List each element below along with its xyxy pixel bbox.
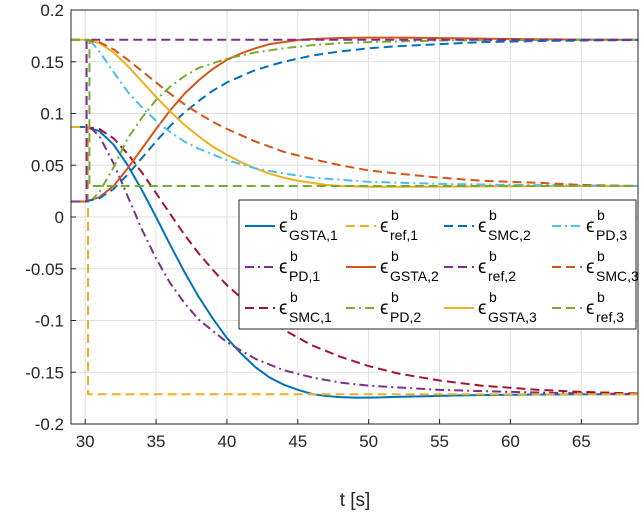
y-tick-label: 0.1 (40, 105, 64, 124)
legend-item-gsta1: ϵb GSTA,1 (245, 207, 338, 243)
legend-item-gsta2: ϵb GSTA,2 (346, 248, 439, 284)
legend-sup-smc3: b (597, 248, 605, 264)
legend-item-ref3: ϵb ref,3 (552, 289, 624, 325)
legend: ϵbGSTA,1ϵbPD,1ϵbSMC,1ϵbref,1ϵbGSTA,2ϵbPD… (238, 199, 639, 330)
legend-sup-gsta2: b (391, 248, 399, 264)
series-line-ref1 (71, 125, 638, 396)
x-tick-label: 30 (76, 432, 95, 451)
y-tick-label: 0.05 (31, 156, 64, 175)
series-line-pd3 (71, 38, 638, 187)
legend-label-ref2: ref,2 (488, 268, 516, 284)
legend-sup-gsta1: b (290, 207, 298, 223)
legend-sup-pd1: b (290, 248, 298, 264)
axis-ticks (71, 9, 582, 425)
legend-sup-ref2: b (489, 248, 497, 264)
legend-label-smc1: SMC,1 (289, 309, 332, 325)
legend-label-smc2: SMC,2 (488, 227, 531, 243)
legend-label-gsta1: GSTA,1 (289, 227, 338, 243)
legend-item-smc3: ϵb SMC,3 (552, 248, 639, 284)
series-line-smc3 (71, 38, 638, 187)
legend-symbol-smc1: ϵ (279, 298, 287, 319)
series-line-pd1 (71, 125, 638, 395)
legend-sup-pd3: b (597, 207, 605, 223)
x-tick-label: 45 (288, 432, 307, 451)
x-tick-label: 50 (359, 432, 378, 451)
series-line-smc2 (71, 39, 638, 203)
legend-sup-ref1: b (391, 207, 399, 223)
x-tick-label: 60 (501, 432, 520, 451)
legend-symbol-ref2: ϵ (478, 257, 486, 278)
series-line-pd2 (71, 38, 638, 203)
legend-symbol-ref1: ϵ (380, 216, 388, 237)
x-tick-label: 35 (147, 432, 166, 451)
legend-label-smc3: SMC,3 (596, 268, 639, 284)
legend-item-ref2: ϵb ref,2 (444, 248, 516, 284)
legend-item-gsta3: ϵb GSTA,3 (444, 289, 537, 325)
y-tick-label: -0.1 (35, 312, 64, 331)
series-line-gsta2 (71, 36, 638, 203)
x-axis-label: t [s] (340, 490, 371, 511)
legend-item-pd3: ϵb PD,3 (552, 207, 627, 243)
series-line-ref3 (71, 38, 638, 187)
legend-symbol-ref3: ϵ (586, 298, 594, 319)
legend-item-smc1: ϵb SMC,1 (245, 289, 332, 325)
y-tick-label: -0.15 (25, 363, 64, 382)
legend-item-pd2: ϵb PD,2 (346, 289, 421, 325)
series-line-ref2 (71, 38, 638, 203)
legend-item-pd1: ϵb PD,1 (245, 248, 320, 284)
legend-item-ref1: ϵb ref,1 (346, 207, 418, 243)
y-tick-labels: -0.2 -0.15 -0.1 -0.05 0 0.05 0.1 0.15 0.2 (25, 1, 64, 434)
legend-label-pd3: PD,3 (596, 227, 627, 243)
x-tick-label: 40 (217, 432, 236, 451)
legend-label-pd1: PD,1 (289, 268, 320, 284)
legend-item-smc2: ϵb SMC,2 (444, 207, 531, 243)
y-tick-label: -0.2 (35, 415, 64, 434)
series-line-smc1 (71, 125, 638, 395)
legend-symbol-smc3: ϵ (586, 257, 594, 278)
legend-symbol-pd1: ϵ (279, 257, 287, 278)
legend-label-gsta3: GSTA,3 (488, 309, 537, 325)
legend-label-gsta2: GSTA,2 (390, 268, 439, 284)
legend-sup-smc2: b (489, 207, 497, 223)
legend-label-ref1: ref,1 (390, 227, 418, 243)
x-tick-labels: 30 35 40 45 50 55 60 65 (76, 432, 591, 451)
legend-symbol-pd2: ϵ (380, 298, 388, 319)
legend-label-pd2: PD,2 (390, 309, 421, 325)
legend-symbol-gsta3: ϵ (478, 298, 486, 319)
legend-sup-smc1: b (290, 289, 298, 305)
legend-sup-pd2: b (391, 289, 399, 305)
y-tick-label: -0.05 (25, 260, 64, 279)
legend-symbol-smc2: ϵ (478, 216, 486, 237)
legend-symbol-gsta2: ϵ (380, 257, 388, 278)
y-tick-label: 0.15 (31, 53, 64, 72)
x-tick-label: 65 (572, 432, 591, 451)
legend-label-ref3: ref,3 (596, 309, 624, 325)
x-tick-label: 55 (430, 432, 449, 451)
y-tick-label: 0 (55, 208, 64, 227)
legend-symbol-pd3: ϵ (586, 216, 594, 237)
y-tick-label: 0.2 (40, 1, 64, 20)
series-lines (71, 36, 638, 399)
legend-sup-gsta3: b (489, 289, 497, 305)
legend-sup-ref3: b (597, 289, 605, 305)
legend-symbol-gsta1: ϵ (279, 216, 287, 237)
